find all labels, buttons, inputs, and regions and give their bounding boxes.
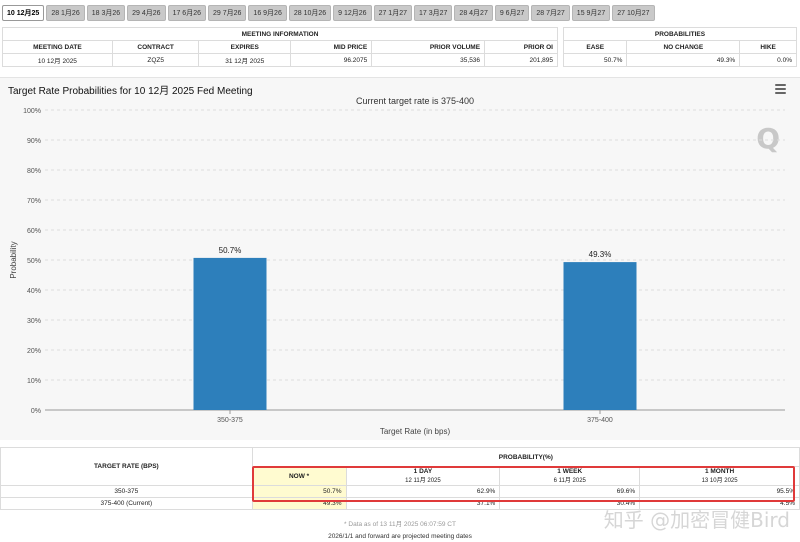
meeting-date-value: 10 12月 2025: [2, 53, 113, 67]
prior-oi-value: 201,895: [484, 53, 558, 67]
tab-meeting-10[interactable]: 17 3月27: [414, 5, 453, 21]
tab-meeting-2[interactable]: 18 3月26: [86, 5, 126, 21]
col-meeting-date: MEETING DATE: [2, 40, 113, 54]
target-rate-header: TARGET RATE (BPS): [0, 447, 253, 486]
tab-meeting-5[interactable]: 29 7月26: [208, 5, 247, 21]
meeting-tabs: 10 12月25 28 1月26 18 3月26 29 4月26 17 6月26 29 7…: [2, 5, 655, 21]
y-tick-label: 90%: [27, 138, 41, 145]
y-tick-label: 70%: [27, 198, 41, 205]
no-change-value: 49.3%: [626, 53, 741, 67]
chart-panel: Target Rate Probabilities for 10 12月 202…: [0, 77, 800, 440]
bar-375-400: [563, 262, 637, 410]
probability-bar-chart: Current target rate is 375-400 0% 10% 20% 30…: [9, 96, 785, 436]
tab-meeting-11[interactable]: 28 4月27: [454, 5, 493, 21]
period-date: 12 11月 2025: [405, 478, 441, 484]
chart-title: Target Rate Probabilities for 10 12月 202…: [8, 86, 253, 97]
period-date: 13 10月 2025: [701, 478, 738, 484]
bar-value-label: 49.3%: [589, 250, 612, 259]
probability-header: PROBABILITY(%): [251, 447, 800, 467]
probability-cell: 50.7%: [251, 485, 347, 498]
probability-cell: 62.9%: [345, 485, 501, 498]
chart-menu-icon[interactable]: [775, 84, 786, 94]
x-axis-label: Target Rate (in bps): [380, 427, 451, 436]
hike-value: 0.0%: [739, 53, 797, 67]
col-mid-price: MID PRICE: [290, 40, 373, 54]
period-header-0: NOW *: [251, 466, 347, 486]
col-ease: EASE: [562, 40, 628, 54]
y-tick-label: 80%: [27, 168, 41, 175]
tab-meeting-6[interactable]: 16 9月26: [248, 5, 287, 21]
tab-meeting-3[interactable]: 29 4月26: [127, 5, 166, 21]
y-tick-label: 20%: [27, 348, 41, 355]
quikstrike-logo-icon: Q: [756, 122, 780, 155]
ease-value: 50.7%: [562, 53, 628, 67]
bar-value-label: 50.7%: [219, 246, 242, 255]
period-label: 1 WEEK: [557, 468, 583, 475]
col-prior-volume: PRIOR VOLUME: [371, 40, 486, 54]
meeting-info-header: MEETING INFORMATION: [2, 27, 558, 41]
tab-meeting-12[interactable]: 9 6月27: [494, 5, 530, 21]
prior-volume-value: 35,536: [371, 53, 486, 67]
probability-cell: 37.1%: [345, 497, 501, 510]
period-header-3: 1 MONTH 13 10月 2025: [639, 466, 800, 486]
x-tick-label: 350-375: [217, 417, 243, 424]
y-tick-label: 10%: [27, 378, 41, 385]
tab-meeting-8[interactable]: 9 12月26: [333, 5, 372, 21]
x-tick-label: 375-400: [587, 417, 613, 424]
y-tick-label: 50%: [27, 258, 41, 265]
expires-value: 31 12月 2025: [198, 53, 292, 67]
y-tick-label: 60%: [27, 228, 41, 235]
period-label: 1 MONTH: [704, 468, 735, 475]
bar-350-375: [193, 257, 267, 410]
meeting-info-table: MEETING INFORMATION MEETING DATE CONTRAC…: [2, 27, 558, 67]
y-tick-label: 100%: [23, 108, 41, 115]
period-header-1: 1 DAY 12 11月 2025: [345, 466, 501, 486]
tab-meeting-9[interactable]: 27 1月27: [373, 5, 412, 21]
tab-meeting-14[interactable]: 15 9月27: [571, 5, 611, 21]
period-label: NOW *: [288, 472, 310, 480]
y-tick-label: 0%: [31, 408, 41, 415]
y-axis-label: Probability: [9, 241, 18, 278]
probability-cell: 95.5%: [639, 485, 800, 498]
period-header-2: 1 WEEK 6 11月 2025: [499, 466, 641, 486]
col-hike: HIKE: [739, 40, 797, 54]
tab-meeting-13[interactable]: 28 7月27: [531, 5, 570, 21]
col-no-change: NO CHANGE: [626, 40, 741, 54]
y-tick-label: 30%: [27, 318, 41, 325]
tab-meeting-4[interactable]: 17 6月26: [167, 5, 206, 21]
period-label: 1 DAY: [413, 468, 433, 475]
tab-meeting-1[interactable]: 28 1月26: [46, 5, 85, 21]
contract-value: ZQZ5: [111, 53, 200, 67]
probability-cell: 69.6%: [499, 485, 641, 498]
tab-meeting-0[interactable]: 10 12月25: [2, 5, 45, 21]
tab-meeting-15[interactable]: 27 10月27: [612, 5, 655, 21]
probabilities-header: PROBABILITIES: [563, 27, 797, 41]
period-date: 6 11月 2025: [553, 478, 586, 484]
col-expires: EXPIRES: [198, 40, 292, 54]
target-rate-cell: 350-375: [0, 485, 253, 498]
table-row: 350-375 50.7% 62.9% 69.6% 95.5%: [0, 485, 800, 498]
col-contract: CONTRACT: [111, 40, 200, 54]
data-timestamp-note: * Data as of 13 11月 2025 06:07:59 CT: [344, 521, 456, 528]
source-watermark: 知乎 @加密冒健Bird: [603, 508, 790, 532]
projected-dates-footer: 2026/1/1 and forward are projected meeti…: [328, 533, 472, 540]
probabilities-table: PROBABILITIES EASE NO CHANGE HIKE 50.7% …: [562, 27, 797, 67]
probability-table: TARGET RATE (BPS) PROBABILITY(%) NOW * 1 …: [0, 447, 800, 510]
probability-cell: 49.3%: [251, 497, 347, 510]
col-prior-oi: PRIOR OI: [484, 40, 558, 54]
y-tick-label: 40%: [27, 288, 41, 295]
mid-price-value: 96.2075: [290, 53, 373, 67]
tab-meeting-7[interactable]: 28 10月26: [288, 5, 332, 21]
chart-subtitle: Current target rate is 375-400: [356, 96, 474, 106]
target-rate-cell: 375-400 (Current): [0, 497, 253, 510]
